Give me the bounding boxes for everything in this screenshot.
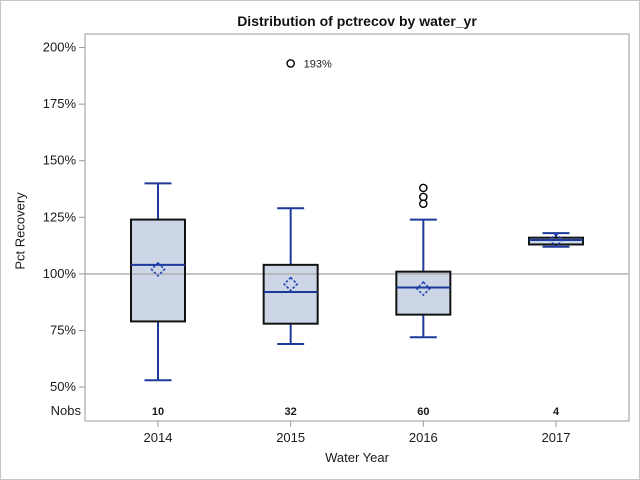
box-fill-2014	[131, 219, 185, 322]
nobs-value-2015: 32	[285, 406, 297, 418]
box-outline-2016	[395, 270, 452, 316]
mean-diamond-2015	[283, 276, 299, 292]
nobs-value-2016: 60	[417, 406, 429, 418]
box-fill-2015	[263, 264, 318, 324]
x-axis-label: Water Year	[325, 450, 389, 465]
x-tick-label-2014: 2014	[144, 430, 173, 445]
y-tick-label: 100%	[43, 266, 77, 281]
chart-title: Distribution of pctrecov by water_yr	[237, 13, 477, 29]
y-tick-label: 125%	[43, 209, 77, 224]
mean-diamond-2017	[548, 232, 564, 248]
outlier-marker-2016-2	[419, 199, 428, 209]
y-tick-label: 75%	[50, 322, 76, 337]
box-fill-2016	[396, 271, 451, 315]
outlier-marker-2016-0	[419, 183, 428, 193]
x-tick-label-2015: 2015	[276, 430, 305, 445]
nobs-row-label: Nobs	[50, 403, 81, 418]
box-fill-2017	[529, 237, 583, 245]
nobs-value-2014: 10	[152, 406, 164, 418]
y-tick-label: 200%	[43, 40, 77, 55]
outlier-label-2015: 193%	[304, 58, 332, 70]
x-tick-label-2017: 2017	[542, 430, 571, 445]
outlier-marker-2015-0	[286, 59, 295, 68]
plot-frame	[84, 33, 630, 422]
box-outline-2017	[528, 236, 584, 246]
box-outline-2015	[262, 263, 319, 325]
y-tick-label: 150%	[43, 153, 77, 168]
x-tick-label-2016: 2016	[409, 430, 438, 445]
mean-diamond-2014	[150, 261, 166, 277]
box-outline-2014	[130, 218, 186, 323]
y-tick-label: 50%	[50, 379, 76, 394]
y-tick-label: 175%	[43, 96, 77, 111]
nobs-value-2017: 4	[553, 406, 560, 418]
mean-diamond-2016	[415, 280, 431, 297]
